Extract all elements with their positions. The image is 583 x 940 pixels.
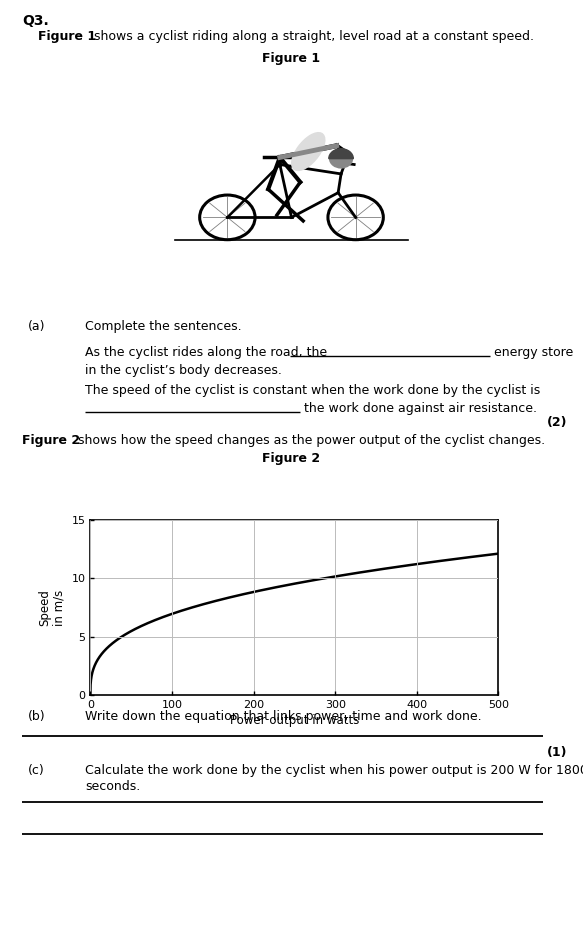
Wedge shape <box>329 149 353 159</box>
Text: Figure 2: Figure 2 <box>262 452 320 465</box>
Text: Write down the equation that links power, time and work done.: Write down the equation that links power… <box>85 710 482 723</box>
Text: Complete the sentences.: Complete the sentences. <box>85 320 241 333</box>
Text: shows a cyclist riding along a straight, level road at a constant speed.: shows a cyclist riding along a straight,… <box>90 30 534 43</box>
Text: The speed of the cyclist is constant when the work done by the cyclist is: The speed of the cyclist is constant whe… <box>85 384 540 397</box>
Text: energy store: energy store <box>494 346 573 359</box>
Text: (2): (2) <box>547 416 567 429</box>
Text: (a): (a) <box>28 320 45 333</box>
Text: the work done against air resistance.: the work done against air resistance. <box>304 402 537 415</box>
Text: Q3.: Q3. <box>22 14 49 28</box>
Text: (c): (c) <box>28 764 45 777</box>
Text: Calculate the work done by the cyclist when his power output is 200 W for 1800: Calculate the work done by the cyclist w… <box>85 764 583 777</box>
Y-axis label: Speed
in m/s: Speed in m/s <box>38 589 66 626</box>
Text: Figure 1: Figure 1 <box>38 30 96 43</box>
Ellipse shape <box>292 133 325 170</box>
Text: (b): (b) <box>28 710 45 723</box>
Text: Figure 2: Figure 2 <box>22 434 80 447</box>
Circle shape <box>330 149 352 167</box>
Text: As the cyclist rides along the road, the: As the cyclist rides along the road, the <box>85 346 327 359</box>
Text: seconds.: seconds. <box>85 780 141 793</box>
Text: Figure 1: Figure 1 <box>262 52 320 65</box>
X-axis label: Power output in watts: Power output in watts <box>230 714 359 727</box>
Text: (1): (1) <box>547 746 567 759</box>
Text: shows how the speed changes as the power output of the cyclist changes.: shows how the speed changes as the power… <box>74 434 545 447</box>
Text: in the cyclist’s body decreases.: in the cyclist’s body decreases. <box>85 364 282 377</box>
